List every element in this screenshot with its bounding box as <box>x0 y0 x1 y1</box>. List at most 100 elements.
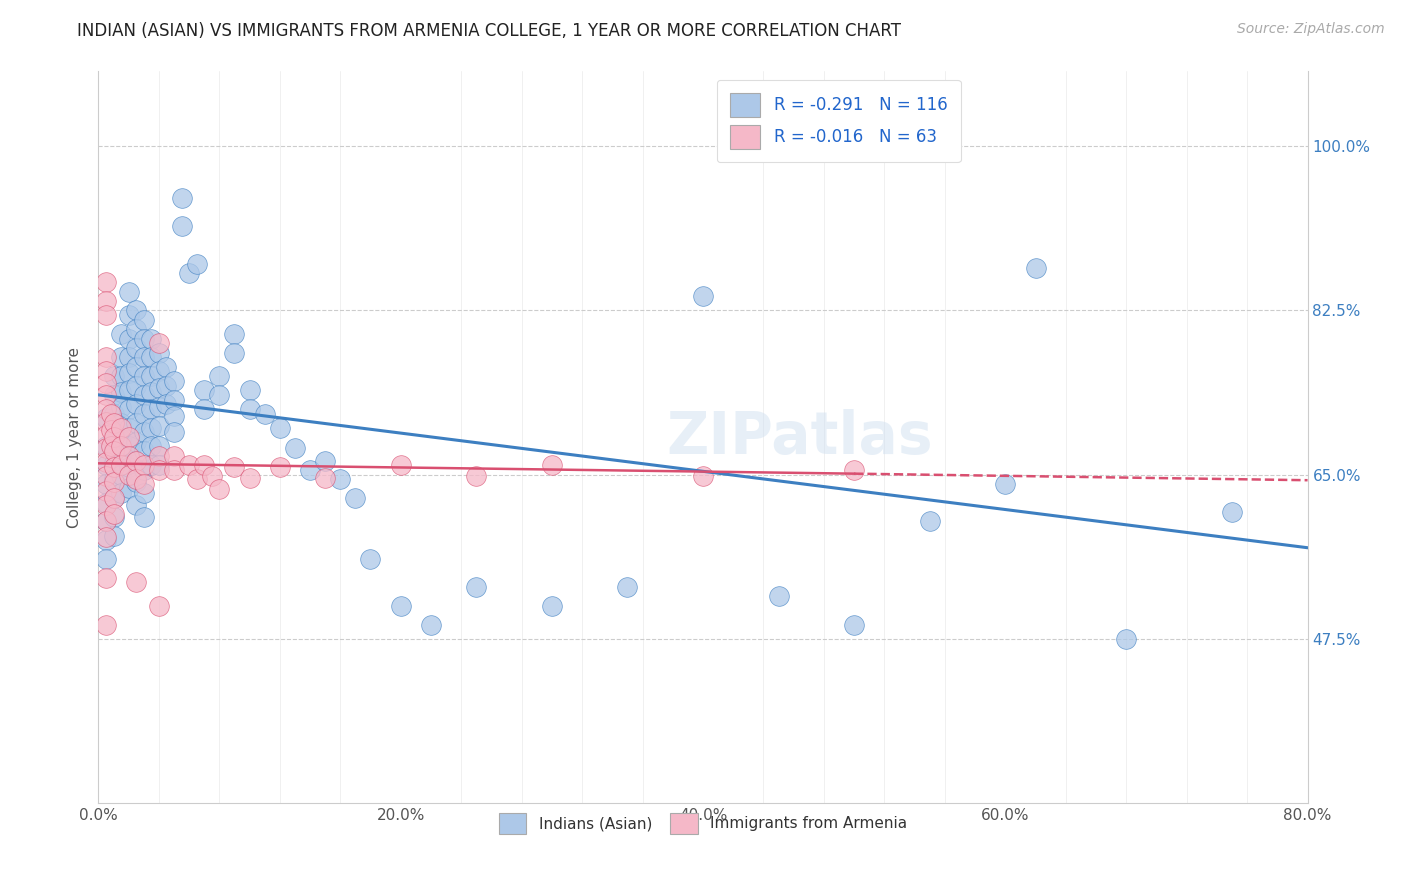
Point <box>148 400 170 414</box>
Point <box>110 420 132 434</box>
Point <box>141 351 163 365</box>
Point <box>994 477 1017 491</box>
Point <box>616 580 638 594</box>
Point <box>155 378 177 392</box>
Point <box>155 359 177 374</box>
Point <box>420 617 443 632</box>
Point <box>284 442 307 456</box>
Point <box>103 388 125 402</box>
Point <box>118 430 141 444</box>
Point <box>239 471 262 485</box>
Point <box>94 533 117 548</box>
Point <box>193 458 215 473</box>
Point <box>253 407 276 421</box>
Point <box>103 460 125 475</box>
Point <box>103 472 125 486</box>
Point <box>132 369 155 384</box>
Point <box>148 336 170 351</box>
Point <box>94 458 117 473</box>
Point <box>94 477 117 491</box>
Point <box>125 453 148 467</box>
Point <box>94 552 117 566</box>
Point <box>103 528 125 542</box>
Point <box>125 341 148 355</box>
Point <box>141 458 163 473</box>
Point <box>110 369 132 384</box>
Point <box>224 460 246 475</box>
Point <box>692 289 714 303</box>
Point <box>132 388 155 402</box>
Point <box>118 351 141 365</box>
Point <box>94 469 117 483</box>
Point <box>110 326 132 341</box>
Text: ZIPatlas: ZIPatlas <box>666 409 934 466</box>
Point <box>239 401 262 416</box>
Point <box>94 308 117 322</box>
Point <box>208 369 231 384</box>
Point <box>193 383 215 397</box>
Point <box>110 385 132 400</box>
Point <box>118 481 141 495</box>
Point <box>103 444 125 458</box>
Point <box>103 507 125 521</box>
Point <box>94 442 117 456</box>
Point <box>118 383 141 397</box>
Point <box>94 294 117 309</box>
Point <box>132 486 155 500</box>
Point <box>918 515 941 529</box>
Point <box>148 599 170 613</box>
Point <box>118 467 141 482</box>
Point <box>141 332 163 346</box>
Point <box>125 498 148 512</box>
Point <box>94 415 117 429</box>
Point <box>100 423 122 437</box>
Point <box>179 266 201 280</box>
Point <box>239 383 262 397</box>
Point <box>132 444 155 458</box>
Point <box>118 285 141 299</box>
Point <box>269 460 291 475</box>
Point <box>148 345 170 359</box>
Point <box>389 599 412 613</box>
Point <box>125 359 148 374</box>
Text: INDIAN (ASIAN) VS IMMIGRANTS FROM ARMENIA COLLEGE, 1 YEAR OR MORE CORRELATION CH: INDIAN (ASIAN) VS IMMIGRANTS FROM ARMENI… <box>77 22 901 40</box>
Point <box>94 617 117 632</box>
Point <box>170 191 193 205</box>
Point <box>103 509 125 524</box>
Point <box>94 515 117 529</box>
Point <box>118 332 141 346</box>
Point <box>125 397 148 411</box>
Point <box>148 458 170 473</box>
Point <box>132 458 155 473</box>
Point <box>692 469 714 483</box>
Point <box>201 469 224 483</box>
Point <box>94 496 117 510</box>
Point <box>118 460 141 475</box>
Point <box>540 458 562 473</box>
Point <box>163 425 186 440</box>
Point <box>125 378 148 392</box>
Point <box>103 456 125 470</box>
Point <box>540 599 562 613</box>
Point <box>224 345 246 359</box>
Point <box>1024 261 1046 276</box>
Point <box>125 322 148 336</box>
Legend: Indians (Asian), Immigrants from Armenia: Indians (Asian), Immigrants from Armenia <box>486 800 920 847</box>
Point <box>141 440 163 454</box>
Point <box>141 369 163 384</box>
Point <box>179 458 201 473</box>
Point <box>1115 632 1137 646</box>
Point <box>269 420 291 434</box>
Point <box>94 276 117 290</box>
Point <box>100 407 122 421</box>
Point <box>110 486 132 500</box>
Point <box>94 498 117 512</box>
Point <box>163 409 186 424</box>
Point <box>103 425 125 440</box>
Point <box>118 449 141 463</box>
Point <box>844 617 866 632</box>
Point <box>148 364 170 378</box>
Point <box>141 401 163 416</box>
Point <box>125 472 148 486</box>
Point <box>224 326 246 341</box>
